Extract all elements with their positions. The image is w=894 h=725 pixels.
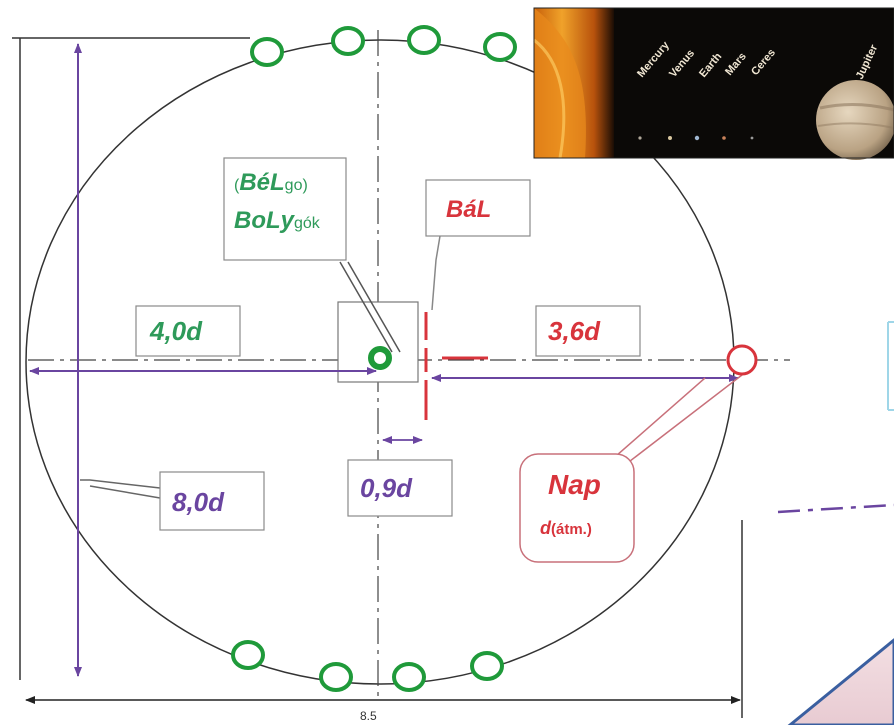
planet-ring-bottom-4 [470, 651, 504, 681]
planet-ring-bottom-2 [319, 662, 353, 692]
planet-ring-top-1 [250, 37, 284, 67]
label-bal: BáL [425, 179, 531, 237]
nap-sub-rest: (átm.) [551, 521, 592, 538]
barycenter-cross [424, 312, 488, 420]
planet-ring-bottom-1 [231, 640, 265, 670]
planet-rings [231, 25, 517, 692]
height-text: 8,0d [172, 487, 225, 517]
sun-ring [726, 344, 758, 376]
nap-sub-d: d [540, 518, 552, 538]
planet-ring-bottom-3 [392, 662, 426, 692]
label-dist-right: 3,6d [535, 305, 641, 357]
label-nap: Nap d(átm.) [519, 453, 635, 563]
belgo-main: BéL [239, 169, 284, 196]
bolygok-main: BoLy [234, 207, 296, 234]
frame-lines [12, 37, 743, 718]
planet-ring-top-3 [407, 25, 441, 55]
purple-dash-line [777, 503, 894, 514]
svg-text:d(átm.): d(átm.) [540, 518, 592, 538]
dist-right-text: 3,6d [548, 316, 601, 346]
bolygok-sub: gók [294, 215, 321, 232]
label-belgo-bolygok: (BéLgo) BoLygók [223, 157, 347, 261]
belgo-open: ( [234, 177, 240, 194]
center-green-ring [368, 346, 392, 370]
belgo-close: ) [302, 177, 307, 194]
right-edge-stub [887, 321, 894, 411]
bottom-dim-text: 8.5 [360, 709, 377, 723]
solar-system-photo: Mercury Venus Earth Mars Ceres Jupiter [533, 7, 894, 160]
belgo-sub: go [285, 177, 303, 194]
label-dist-left: 4,0d [135, 305, 241, 357]
dist-left-text: 4,0d [149, 316, 203, 346]
pink-panel [787, 638, 894, 725]
label-height: 8,0d [159, 471, 265, 531]
offset-text: 0,9d [360, 473, 413, 503]
svg-text:(BéLgo): (BéLgo) [234, 169, 308, 196]
dimension-arrows [25, 43, 741, 704]
planet-ring-top-4 [483, 32, 517, 62]
nap-text: Nap [548, 469, 601, 500]
bal-text: BáL [446, 196, 491, 223]
label-offset: 0,9d [347, 459, 453, 517]
svg-text:BoLygók: BoLygók [234, 207, 321, 234]
planet-ring-top-2 [331, 26, 365, 56]
